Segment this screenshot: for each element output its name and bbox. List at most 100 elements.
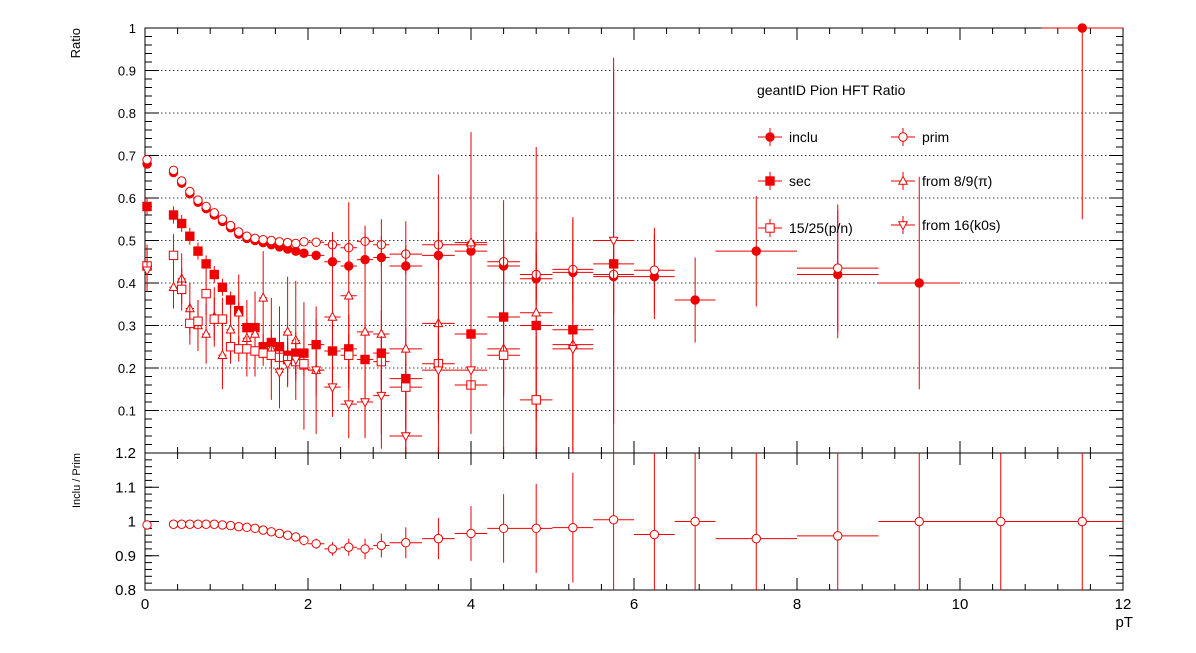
data-point xyxy=(327,311,338,321)
data-point xyxy=(168,250,179,261)
data-point xyxy=(176,284,187,295)
legend-marker xyxy=(897,221,909,231)
data-point xyxy=(299,248,309,258)
data-point xyxy=(914,516,924,527)
y-tick-label: 0.6 xyxy=(118,191,136,206)
data-point xyxy=(225,220,236,231)
data-point xyxy=(344,542,354,552)
y-tick-label: 0.7 xyxy=(118,149,136,164)
data-point xyxy=(498,350,509,360)
data-point xyxy=(258,234,268,245)
data-point xyxy=(168,210,179,220)
data-point xyxy=(1077,23,1087,33)
data-point xyxy=(249,328,261,338)
data-point xyxy=(433,533,444,544)
data-point xyxy=(833,531,843,541)
series-0 xyxy=(142,453,1123,590)
y-tick-label: 0.5 xyxy=(118,234,136,249)
data-point xyxy=(266,235,277,246)
data-point xyxy=(401,382,411,392)
data-point xyxy=(209,208,219,218)
data-point xyxy=(258,525,268,535)
data-point xyxy=(250,523,260,534)
data-point xyxy=(209,314,219,324)
chart-title: geantID Pion HFT Ratio xyxy=(757,82,906,98)
data-point xyxy=(225,342,236,352)
data-point xyxy=(168,281,179,291)
data-point xyxy=(996,516,1006,527)
data-point xyxy=(291,532,301,542)
data-point xyxy=(360,326,371,336)
data-point xyxy=(176,218,187,229)
data-point xyxy=(201,201,211,212)
data-point xyxy=(344,350,354,360)
data-point xyxy=(690,295,700,305)
data-point xyxy=(608,515,619,525)
x-axis-label: pT xyxy=(1115,614,1133,631)
legend-marker xyxy=(765,223,775,233)
y-tick-label: 0.8 xyxy=(118,106,136,121)
data-point xyxy=(193,195,203,205)
data-point xyxy=(242,231,252,241)
x-tick-label: 12 xyxy=(1115,596,1132,613)
data-point xyxy=(498,523,509,534)
data-point xyxy=(176,519,187,529)
data-point xyxy=(201,288,211,299)
data-point xyxy=(327,383,338,393)
data-point xyxy=(568,522,578,533)
data-point xyxy=(914,278,924,288)
data-point xyxy=(234,227,244,237)
data-point xyxy=(311,250,321,261)
data-point xyxy=(290,355,301,366)
legend-label: prim xyxy=(922,129,949,145)
data-point xyxy=(185,186,195,197)
data-point xyxy=(193,246,203,256)
data-point xyxy=(209,269,219,280)
data-point xyxy=(299,237,309,247)
main-y-axis-label: Ratio xyxy=(68,28,83,58)
legend-marker xyxy=(897,175,909,185)
data-point xyxy=(217,349,228,359)
series-3 xyxy=(142,132,594,453)
data-point xyxy=(376,540,387,551)
main-data-layer xyxy=(142,23,1123,453)
data-point xyxy=(201,328,212,338)
x-tick-label: 8 xyxy=(793,596,801,613)
data-point xyxy=(465,366,477,376)
data-point xyxy=(360,398,371,408)
data-point xyxy=(266,527,277,537)
data-point xyxy=(201,259,211,269)
data-point xyxy=(233,306,244,317)
legend-entry: prim xyxy=(891,128,949,146)
data-point xyxy=(311,237,321,247)
data-point xyxy=(217,282,228,292)
data-point xyxy=(185,231,195,241)
legend-label: sec xyxy=(789,173,811,189)
ratio-y-tick-label: 0.9 xyxy=(115,548,136,565)
x-tick-label: 6 xyxy=(630,596,638,613)
ratio-y-tick-label: 0.8 xyxy=(115,582,136,599)
data-point xyxy=(168,519,179,529)
ratio-y-tick-label: 1.1 xyxy=(115,479,136,496)
y-tick-label: 1 xyxy=(129,21,136,36)
legend-marker xyxy=(898,132,908,142)
data-point xyxy=(833,263,843,273)
data-point xyxy=(234,344,244,354)
data-point xyxy=(327,544,338,554)
data-point xyxy=(282,326,293,336)
data-point xyxy=(201,519,211,529)
data-point xyxy=(274,528,285,539)
legend: geantID Pion HFT Ratio inclu prim sec from … xyxy=(757,82,1001,237)
data-point xyxy=(250,346,260,356)
data-point xyxy=(217,214,228,224)
legend-entry: from 16(k0s) xyxy=(891,216,1001,234)
data-point xyxy=(466,528,476,539)
data-point xyxy=(343,289,354,300)
data-point xyxy=(185,318,195,329)
data-point xyxy=(376,391,387,402)
x-tick-label: 4 xyxy=(467,596,475,613)
data-point xyxy=(311,539,321,549)
data-point xyxy=(193,316,203,326)
data-point xyxy=(400,343,411,353)
data-point xyxy=(433,366,444,376)
